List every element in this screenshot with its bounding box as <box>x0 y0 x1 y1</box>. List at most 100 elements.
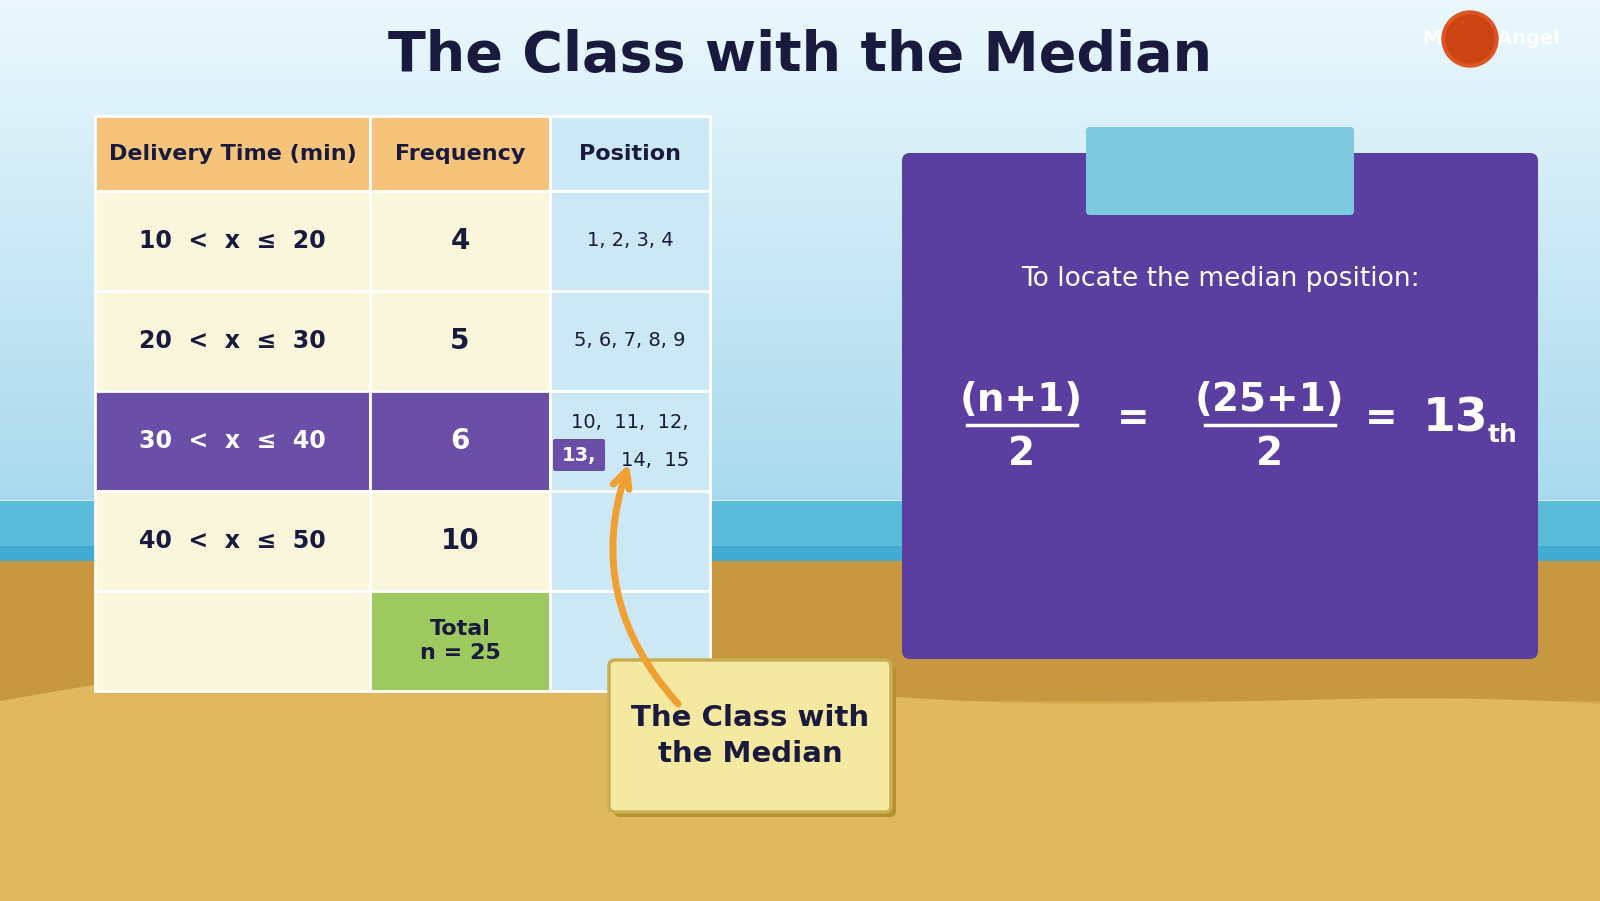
Bar <box>0 130 1600 135</box>
Bar <box>0 495 1600 500</box>
Bar <box>0 355 1600 360</box>
Bar <box>0 115 1600 120</box>
Bar <box>0 85 1600 90</box>
FancyBboxPatch shape <box>614 665 896 817</box>
Bar <box>0 425 1600 430</box>
Bar <box>0 315 1600 320</box>
Text: 20  <  x  ≤  30: 20 < x ≤ 30 <box>139 329 326 353</box>
FancyBboxPatch shape <box>902 153 1538 659</box>
Bar <box>0 561 1600 901</box>
Bar <box>0 340 1600 345</box>
Bar <box>0 195 1600 200</box>
Bar <box>0 325 1600 330</box>
Text: Maths Angel: Maths Angel <box>1422 30 1560 49</box>
Bar <box>0 210 1600 215</box>
Bar <box>0 180 1600 185</box>
Bar <box>0 215 1600 220</box>
FancyBboxPatch shape <box>554 439 605 471</box>
Bar <box>0 255 1600 260</box>
Text: 14,  15: 14, 15 <box>621 451 690 470</box>
Text: (25+1): (25+1) <box>1195 381 1344 419</box>
Bar <box>0 345 1600 350</box>
Bar <box>0 40 1600 45</box>
Bar <box>0 25 1600 30</box>
Bar <box>0 320 1600 325</box>
Bar <box>550 291 710 391</box>
Bar <box>370 591 550 691</box>
Bar <box>0 280 1600 285</box>
Bar <box>0 120 1600 125</box>
Bar <box>0 160 1600 165</box>
FancyBboxPatch shape <box>1086 127 1354 215</box>
Bar <box>0 420 1600 425</box>
Bar <box>0 450 1600 455</box>
Bar <box>0 165 1600 170</box>
Bar <box>0 50 1600 55</box>
Bar <box>94 291 370 391</box>
Bar <box>0 375 1600 380</box>
Bar <box>370 291 550 391</box>
Text: Delivery Time (min): Delivery Time (min) <box>109 143 357 163</box>
Bar <box>0 360 1600 365</box>
Bar <box>0 145 1600 150</box>
Text: 5: 5 <box>450 327 470 355</box>
Bar <box>0 175 1600 180</box>
Bar <box>0 105 1600 110</box>
Bar <box>0 275 1600 280</box>
Bar <box>0 400 1600 405</box>
Text: 30  <  x  ≤  40: 30 < x ≤ 40 <box>139 429 326 453</box>
Bar <box>0 475 1600 480</box>
Bar <box>550 491 710 591</box>
Text: Position: Position <box>579 143 682 163</box>
Bar <box>0 546 1600 591</box>
Bar <box>0 150 1600 155</box>
Bar <box>94 191 370 291</box>
Bar <box>0 75 1600 80</box>
Bar <box>0 110 1600 115</box>
Bar <box>0 65 1600 70</box>
Text: 2: 2 <box>1008 435 1035 473</box>
Text: 13,: 13, <box>562 445 597 465</box>
Bar <box>0 190 1600 195</box>
Bar <box>0 490 1600 495</box>
Bar <box>0 365 1600 370</box>
Bar <box>0 20 1600 25</box>
Text: 10,  11,  12,: 10, 11, 12, <box>571 414 688 432</box>
Bar <box>0 45 1600 50</box>
Bar <box>0 330 1600 335</box>
Text: th: th <box>1486 423 1517 447</box>
Bar <box>0 200 1600 205</box>
Bar <box>0 480 1600 485</box>
Bar <box>550 191 710 291</box>
Bar <box>550 391 710 491</box>
Bar <box>0 290 1600 295</box>
Bar <box>370 491 550 591</box>
Bar <box>370 116 550 191</box>
Bar <box>0 445 1600 450</box>
Bar <box>0 140 1600 145</box>
Bar <box>0 270 1600 275</box>
Bar <box>94 491 370 591</box>
Bar <box>0 125 1600 130</box>
Bar <box>0 435 1600 440</box>
Bar <box>0 230 1600 235</box>
Bar <box>0 220 1600 225</box>
Text: 5, 6, 7, 8, 9: 5, 6, 7, 8, 9 <box>574 332 686 350</box>
Bar <box>0 185 1600 190</box>
Bar <box>0 240 1600 245</box>
Bar <box>0 250 1600 255</box>
Polygon shape <box>0 658 1600 901</box>
Bar <box>0 295 1600 300</box>
Bar <box>0 380 1600 385</box>
Bar <box>94 391 370 491</box>
FancyBboxPatch shape <box>610 660 891 812</box>
Bar <box>0 501 1600 591</box>
Text: 13: 13 <box>1422 396 1488 441</box>
Bar <box>0 405 1600 410</box>
Bar <box>0 395 1600 400</box>
Bar <box>0 0 1600 5</box>
Text: 1, 2, 3, 4: 1, 2, 3, 4 <box>587 232 674 250</box>
Bar <box>0 485 1600 490</box>
Bar <box>0 155 1600 160</box>
Bar <box>0 30 1600 35</box>
